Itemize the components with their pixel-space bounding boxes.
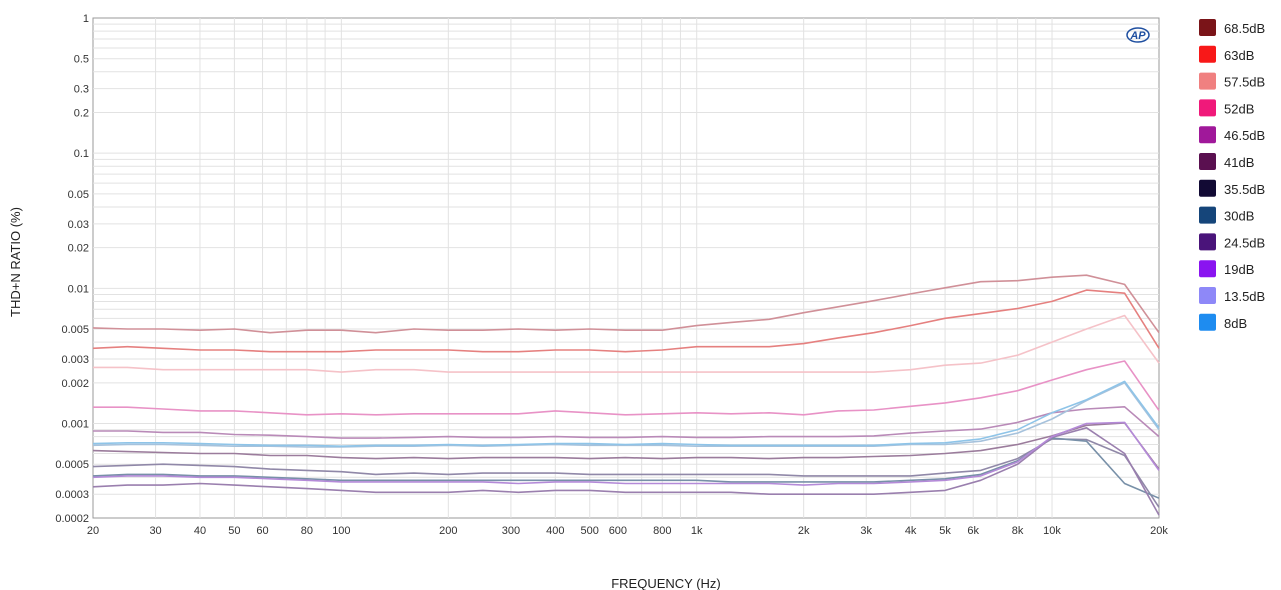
series-line-68.5dB: [92, 274, 1160, 334]
x-tick-label: 50: [228, 525, 240, 537]
x-tick-label: 10k: [1043, 525, 1061, 537]
x-tick-label: 40: [194, 525, 206, 537]
y-tick-label: 0.05: [68, 189, 89, 201]
legend-label: 8dB: [1224, 316, 1247, 331]
y-tick-label: 0.0005: [55, 459, 89, 471]
y-axis-ticks: 1 0.5 0.3 0.2 0.1 0.05 0.03 0.02 0.01 0.005 0.003 0…: [55, 13, 89, 525]
x-tick-label: 80: [301, 525, 313, 537]
series-line-30dB: [92, 437, 1160, 499]
legend-label: 19dB: [1224, 262, 1254, 277]
legend-label: 68.5dB: [1224, 21, 1265, 36]
legend-swatch: [1199, 45, 1216, 63]
x-tick-label: 30: [149, 525, 161, 537]
x-tick-label: 20: [87, 525, 99, 537]
x-tick-label: 500: [581, 525, 599, 537]
series-line-35.5dB: [92, 438, 1160, 508]
x-tick-label: 60: [256, 525, 268, 537]
legend-swatch: [1199, 72, 1216, 90]
legend-swatch: [1199, 153, 1216, 170]
x-tick-label: 2k: [798, 525, 810, 537]
y-tick-label: 0.5: [74, 54, 89, 66]
y-tick-label: 0.005: [61, 324, 89, 336]
series-line-13.5dB: [92, 381, 1160, 448]
y-tick-label: 0.01: [68, 283, 89, 295]
x-tick-label: 300: [502, 525, 520, 537]
series-line-52dB: [93, 360, 1160, 416]
x-tick-label: 400: [546, 525, 564, 537]
legend-swatch: [1199, 179, 1216, 197]
legend-swatch: [1199, 313, 1216, 331]
y-tick-label: 0.002: [61, 378, 89, 390]
legend-label: 35.5dB: [1224, 182, 1265, 197]
y-tick-label: 0.03: [68, 219, 89, 231]
y-tick-label: 0.3: [74, 84, 89, 96]
x-tick-label: 5k: [939, 525, 951, 537]
x-tick-label: 100: [332, 525, 350, 537]
legend-label: 46.5dB: [1224, 128, 1265, 143]
legend-swatch: [1199, 19, 1216, 36]
x-axis-ticks: 20 30 40 50 60 80 100 200 300 400 500 600 800 1k 2k 3k 4…: [87, 525, 1168, 537]
series-line-24.5dB: [92, 426, 1160, 516]
y-tick-label: 0.2: [74, 107, 89, 119]
x-tick-label: 4k: [905, 525, 917, 537]
series-line-57.5dB: [93, 314, 1160, 373]
x-tick-label: 800: [653, 525, 671, 537]
series-lines: [92, 274, 1160, 516]
legend-swatch: [1199, 99, 1216, 117]
x-tick-label: 200: [439, 525, 457, 537]
series-line-41dB: [92, 422, 1160, 470]
y-tick-label: 0.0002: [55, 513, 89, 525]
x-tick-label: 20k: [1150, 525, 1168, 537]
x-tick-label: 1k: [691, 525, 703, 537]
series-line-19dB: [92, 421, 1160, 486]
legend-swatch: [1199, 233, 1216, 251]
x-tick-label: 6k: [967, 525, 979, 537]
series-line-46.5dB: [93, 405, 1160, 439]
legend-label: 63dB: [1224, 48, 1254, 63]
series-line-63dB: [92, 289, 1160, 353]
legend-label: 13.5dB: [1224, 289, 1265, 304]
ap-logo-text: AP: [1129, 30, 1146, 42]
series-line-8dB: [92, 380, 1160, 448]
y-tick-label: 0.001: [61, 419, 89, 431]
legend: 68.5dB 63dB 57.5dB 52dB 46.5dB 41dB 35.5dB 30dB…: [1199, 19, 1265, 331]
y-axis-label: THD+N RATIO (%): [8, 207, 23, 317]
plot-area: [92, 17, 1160, 519]
y-tick-label: 0.1: [74, 148, 89, 160]
x-tick-label: 600: [609, 525, 627, 537]
legend-swatch: [1199, 260, 1216, 278]
legend-swatch: [1199, 126, 1216, 144]
legend-label: 41dB: [1224, 155, 1254, 170]
y-tick-label: 1: [83, 13, 89, 25]
legend-swatch: [1199, 287, 1216, 304]
legend-label: 57.5dB: [1224, 75, 1265, 90]
y-tick-label: 0.0003: [55, 489, 89, 501]
x-tick-label: 8k: [1012, 525, 1024, 537]
y-tick-label: 0.02: [68, 243, 89, 255]
y-tick-label: 0.003: [61, 354, 89, 366]
legend-label: 52dB: [1224, 101, 1254, 116]
x-tick-label: 3k: [860, 525, 872, 537]
legend-label: 24.5dB: [1224, 235, 1265, 250]
ap-logo: AP: [1126, 27, 1150, 43]
legend-swatch: [1199, 206, 1216, 224]
legend-label: 30dB: [1224, 209, 1254, 224]
x-axis-label: FREQUENCY (Hz): [611, 576, 721, 590]
